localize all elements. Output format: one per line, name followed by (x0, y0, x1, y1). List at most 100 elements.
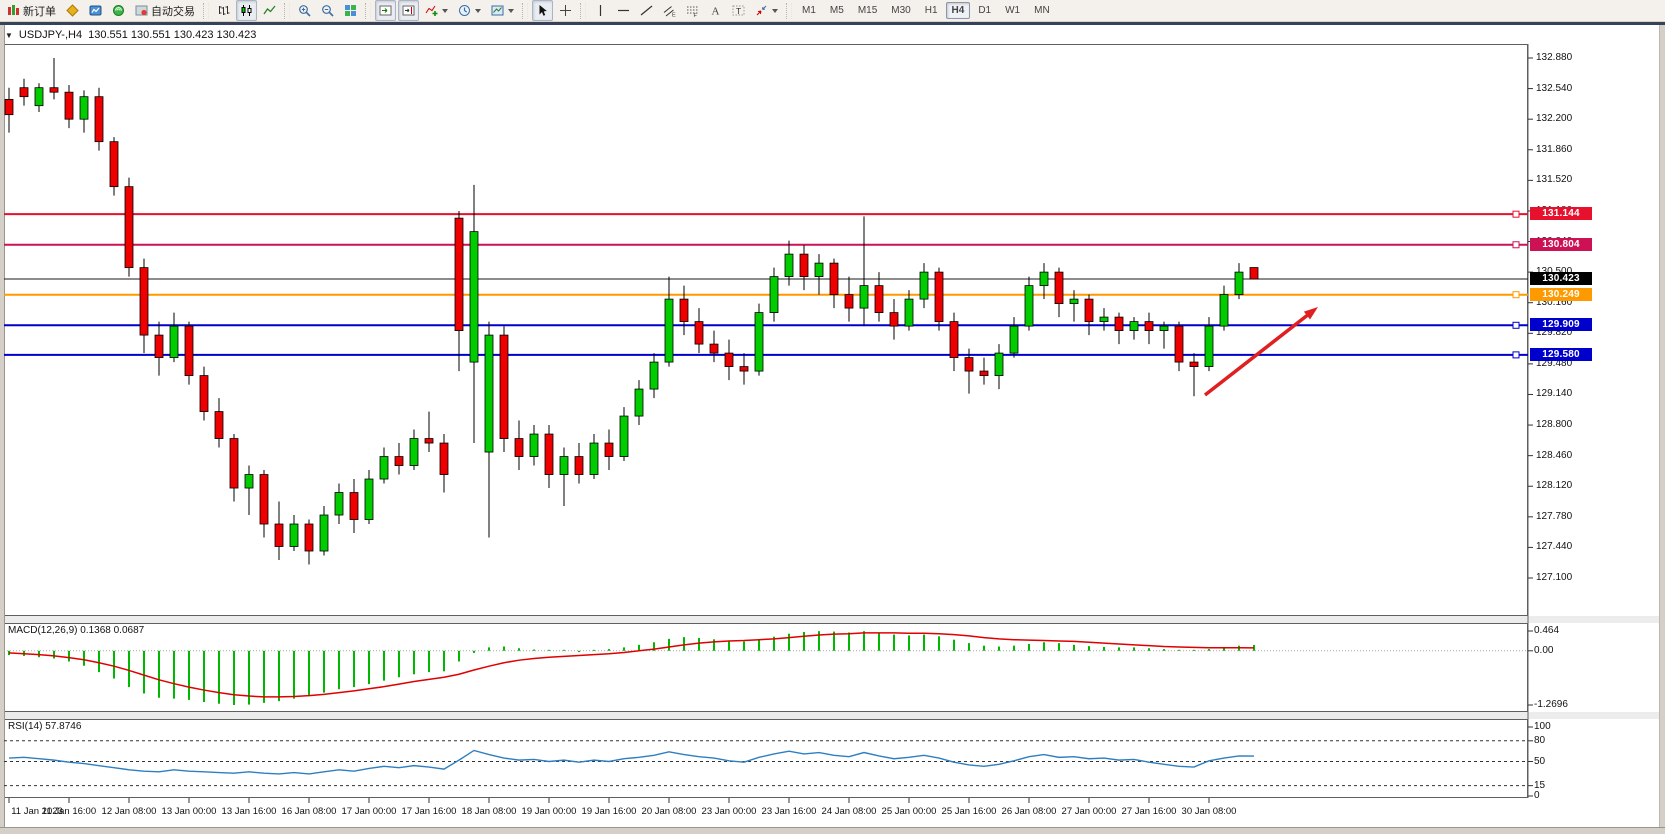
price-axis-tick: 130.500 (1536, 266, 1606, 278)
price-axis-tick: 132.880 (1536, 52, 1573, 63)
time-axis-label: 13 Jan 16:00 (221, 806, 277, 817)
crosshair-button[interactable] (555, 0, 576, 21)
macd-panel[interactable] (4, 623, 1528, 712)
fibonacci-button[interactable]: F (682, 0, 703, 21)
macd-label: MACD(12,26,9) 0.1368 0.0687 (8, 625, 145, 636)
toolbar-separator (365, 2, 371, 19)
price-axis-tick: 129.140 (1536, 388, 1573, 400)
zoom-in-button[interactable] (294, 0, 315, 21)
timeframe-h1-button[interactable]: H1 (924, 5, 938, 16)
price-axis-tick: 127.100 (1536, 572, 1573, 583)
channel-icon: E (663, 4, 676, 19)
toolbar-separator (522, 2, 528, 19)
window-bottom-edge (0, 827, 1665, 834)
vertical-line-button[interactable] (590, 0, 611, 21)
indicators-icon (425, 4, 438, 17)
rsi-axis-tick: 50 (1534, 755, 1546, 767)
cursor-button[interactable] (532, 0, 553, 21)
dropdown-caret-icon[interactable] (772, 8, 778, 13)
crosshair-icon (559, 4, 572, 17)
time-axis-label: 19 Jan 16:00 (581, 806, 637, 817)
timeframe-m15-button[interactable]: M15 (857, 5, 878, 16)
auto-scroll-button[interactable] (375, 0, 396, 21)
price-axis-tick: 130.160 (1536, 296, 1573, 308)
timeframe-h4-button[interactable]: H4 (945, 2, 971, 19)
terminal-button[interactable] (85, 0, 106, 21)
price-axis-tick: 129.820 (1536, 327, 1573, 339)
horizontal-line-button[interactable] (613, 0, 634, 21)
price-level-label: 130.249 (1530, 287, 1592, 301)
auto-trading-label: 自动交易 (151, 5, 195, 18)
text-label-button[interactable]: T (728, 0, 749, 21)
timeframe-mn-button[interactable]: MN (1034, 5, 1050, 16)
price-axis-tick: 127.440 (1536, 541, 1573, 553)
rsi-axis-tick: 80 (1534, 734, 1546, 746)
timeframe-w1-button[interactable]: W1 (1005, 5, 1021, 16)
periods-button[interactable] (454, 0, 485, 21)
time-axis-label: 25 Jan 00:00 (881, 806, 937, 817)
chart-ohlc: 130.551 130.551 130.423 130.423 (88, 29, 257, 41)
tile-windows-button[interactable] (340, 0, 361, 21)
rsi-label: RSI(14) 57.8746 (8, 721, 82, 732)
window-titlebar (0, 22, 1665, 25)
time-axis-label: 16 Jan 08:00 (281, 806, 337, 817)
main-chart-panel[interactable] (4, 44, 1528, 616)
timeframe-m30-button[interactable]: M30 (891, 5, 911, 16)
candle-chart-button[interactable] (236, 0, 257, 21)
time-axis-label: 18 Jan 08:00 (461, 806, 517, 817)
chart-menu-icon[interactable]: ▼ (5, 30, 13, 40)
zoom-out-button[interactable] (317, 0, 338, 21)
metaeditor-button[interactable] (62, 0, 83, 21)
arrows-button[interactable] (751, 0, 782, 21)
signals-button[interactable] (108, 0, 129, 21)
auto-trading-button[interactable]: 自动交易 (131, 0, 199, 21)
dropdown-caret-icon[interactable] (442, 8, 448, 13)
price-axis-tick: 127.780 (1536, 510, 1573, 522)
line-chart-button[interactable] (259, 0, 280, 21)
price-axis-tick: 131.860 (1536, 143, 1573, 155)
new-order-button[interactable]: 新订单 (3, 0, 60, 21)
timeframe-m5-button[interactable]: M5 (829, 5, 844, 16)
time-axis-label: 26 Jan 08:00 (1001, 806, 1057, 817)
svg-text:A: A (712, 6, 720, 18)
price-axis-tick: 128.460 (1536, 449, 1573, 461)
dropdown-caret-icon[interactable] (475, 8, 481, 13)
hline-icon (617, 4, 630, 17)
timeframe-d1-button[interactable]: D1 (978, 5, 992, 16)
new-order-label: 新订单 (23, 5, 56, 18)
trendline-button[interactable] (636, 0, 657, 21)
auto-scroll-icon (379, 4, 392, 17)
time-axis-label: 25 Jan 16:00 (941, 806, 997, 817)
periods-icon (458, 4, 471, 17)
rsi-axis-tick: 15 (1534, 779, 1546, 791)
autotrade-icon (135, 4, 148, 17)
bar-chart-button[interactable] (213, 0, 234, 21)
chart-shift-icon (402, 4, 415, 17)
chart-shift-button[interactable] (398, 0, 419, 21)
panel-splitter[interactable] (0, 616, 1665, 623)
time-axis-label: 27 Jan 16:00 (1121, 806, 1177, 817)
line-chart-icon (263, 4, 276, 17)
templates-button[interactable] (487, 0, 518, 21)
templates-icon (491, 4, 504, 17)
dropdown-caret-icon[interactable] (508, 8, 514, 13)
indicators-button[interactable] (421, 0, 452, 21)
text-button[interactable]: A (705, 0, 726, 21)
time-axis-label: 19 Jan 00:00 (521, 806, 577, 817)
time-axis-label: 30 Jan 08:00 (1181, 806, 1237, 817)
rsi-panel[interactable] (4, 719, 1528, 798)
fibo-icon: F (686, 4, 699, 19)
equidistant-channel-button[interactable]: E (659, 0, 680, 21)
svg-text:E: E (672, 13, 676, 18)
chart-header[interactable]: ▼ USDJPY-,H4 130.551 130.551 130.423 130… (5, 27, 256, 43)
rsi-axis-tick: 100 (1534, 721, 1551, 732)
time-axis-label: 11 Jan 2023 (11, 806, 63, 817)
tile-windows-icon (344, 4, 357, 17)
new-order-icon (7, 4, 20, 17)
time-axis-label: 27 Jan 00:00 (1061, 806, 1117, 817)
arrows-icon (755, 4, 768, 17)
panel-splitter[interactable] (0, 712, 1665, 719)
timeframe-m1-button[interactable]: M1 (802, 5, 816, 16)
